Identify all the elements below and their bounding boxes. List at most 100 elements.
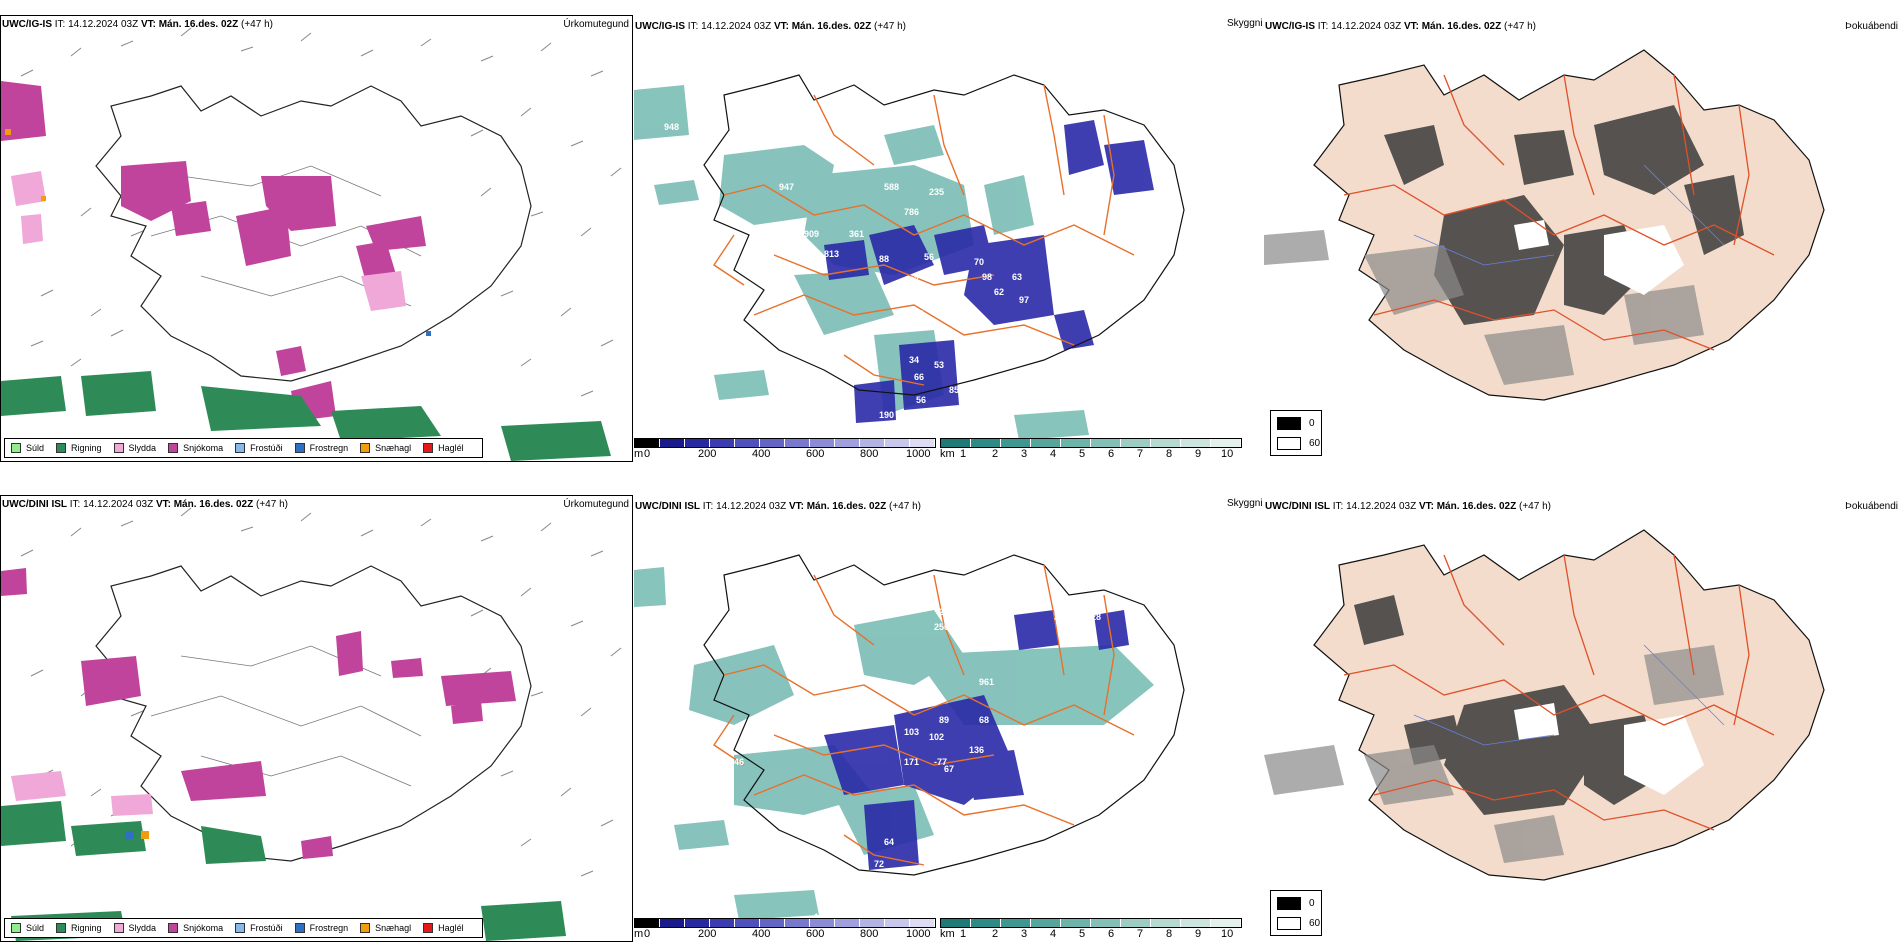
fog-title: Þokuábendi	[1845, 501, 1898, 512]
legend-label: Frostregn	[309, 923, 349, 933]
cloud-map-2: 250 227 250 205 35 28 961 89 68 103 102 171 -77 136 67…	[634, 554, 1185, 922]
cloud-height-label: 250	[934, 622, 949, 632]
tick-label: 6	[1108, 928, 1115, 940]
model-name: UWC/DINI ISL	[1265, 501, 1330, 512]
lead-time: (+47 h)	[1516, 501, 1551, 512]
tick-label: 800	[860, 928, 879, 940]
fog-map-panel-2: UWC/DINI ISL IT: 14.12.2024 03Z VT: Mán.…	[1264, 495, 1900, 942]
legend-item-hail: Haglél	[423, 443, 464, 453]
cloud-title: Skyggni	[1227, 18, 1263, 29]
tick-label: 7	[1137, 448, 1144, 460]
tick-label: 4	[1050, 448, 1057, 460]
fog-legend-row: 0	[1277, 897, 1315, 910]
issue-time: IT: 14.12.2024 03Z	[1315, 21, 1404, 32]
cloud-title: Skyggni	[1227, 498, 1263, 509]
tick-label: 7	[1137, 928, 1144, 940]
panel-header-2b: UWC/DINI ISL IT: 14.12.2024 03Z VT: Mán.…	[635, 501, 921, 513]
cloud-height-label: 102	[929, 732, 944, 742]
cloud-height-label: 85	[949, 385, 959, 395]
model-name: UWC/IG-IS	[635, 21, 685, 32]
legend-label: 60	[1309, 438, 1321, 449]
fog-title: Þokuábendi	[1845, 21, 1898, 32]
precip-legend-1: Súld Rigning Slydda Snjókoma Frostúði Fr…	[4, 438, 483, 458]
cloud-height-label: 35	[1054, 612, 1064, 622]
cloud-height-label: 909	[804, 229, 819, 239]
legend-item-freezing-drizzle: Frostúði	[235, 923, 283, 933]
cloud-height-label: 88	[879, 254, 889, 264]
cloud-height-label: 361	[849, 229, 864, 239]
cloud-height-labels-2: 250 227 250 205 35 28 961 89 68 103 102 171 -77 136 67…	[729, 607, 1101, 922]
cloud-height-label: 227	[974, 612, 989, 622]
legend-swatch	[1277, 437, 1301, 450]
valid-time: VT: Mán. 16.des. 02Z	[788, 501, 887, 512]
legend-label: Slydda	[128, 923, 157, 933]
cloud-height-label: 70	[974, 257, 984, 267]
cloud-height-label: 68	[979, 715, 989, 725]
tick-label: 2	[992, 448, 999, 460]
unit-label: m	[634, 928, 644, 940]
legend-label: Frostúði	[250, 443, 283, 453]
km-colorbar-ticks-2: km 1 2 3 4 5 6 7 8 9 10	[940, 928, 1240, 942]
fog-legend-row: 60	[1277, 917, 1320, 930]
legend-item-freezing-rain: Frostregn	[294, 443, 349, 453]
cloud-height-label: 56	[924, 252, 934, 262]
model-name: UWC/IG-IS	[1265, 21, 1315, 32]
height-colorbar-2	[634, 918, 936, 928]
tick-label: 0	[644, 928, 651, 940]
cloud-height-label: 72	[874, 859, 884, 869]
cloud-height-label: 34	[909, 355, 919, 365]
cloud-height-label: 28	[1091, 612, 1101, 622]
tick-label: 1	[960, 928, 967, 940]
legend-swatch	[235, 923, 246, 933]
panel-header-1c: UWC/IG-IS IT: 14.12.2024 03Z VT: Mán. 16…	[1265, 21, 1536, 33]
legend-label: Frostúði	[250, 923, 283, 933]
tick-label: 600	[806, 448, 825, 460]
legend-swatch	[56, 443, 67, 453]
legend-swatch	[1277, 897, 1301, 910]
precip-title: Úrkomutegund	[563, 499, 629, 510]
legend-swatch	[360, 443, 371, 453]
fog-map-2	[1264, 529, 1825, 881]
tick-label: 6	[1108, 448, 1115, 460]
legend-swatch	[113, 923, 124, 933]
cloud-height-label: -77	[934, 757, 947, 767]
cloud-height-label: 63	[1012, 272, 1022, 282]
valid-time: VT: Mán. 16.des. 02Z	[1403, 21, 1502, 32]
legend-item-sleet: Slydda	[113, 923, 157, 933]
cloud-height-label: 146	[729, 757, 744, 767]
panel-header-1b: UWC/IG-IS IT: 14.12.2024 03Z VT: Mán. 16…	[635, 21, 906, 33]
cloud-height-label: 156	[869, 325, 884, 335]
legend-swatch	[113, 443, 124, 453]
legend-label: Frostregn	[309, 443, 349, 453]
legend-label: Snæhagl	[375, 923, 412, 933]
tick-label: 0	[644, 448, 651, 460]
cloud-height-label: 64	[884, 837, 894, 847]
legend-label: 60	[1309, 918, 1321, 929]
cloud-height-label: 120	[804, 342, 819, 352]
legend-label: 0	[1309, 898, 1315, 909]
cloud-height-label: 948	[664, 122, 679, 132]
tick-label: 200	[698, 448, 717, 460]
cloud-height-label: 136	[969, 745, 984, 755]
legend-label: Súld	[26, 923, 45, 933]
legend-item-freezing-rain: Frostregn	[294, 923, 349, 933]
legend-swatch	[423, 443, 434, 453]
unit-label: km	[940, 448, 955, 460]
legend-label: Súld	[26, 443, 45, 453]
lead-time: (+47 h)	[886, 501, 921, 512]
km-colorbar-2	[940, 918, 1242, 928]
km-colorbar-1	[940, 438, 1242, 448]
precip-map-panel-1: UWC/IG-IS IT: 14.12.2024 03Z VT: Mán. 16…	[0, 15, 633, 462]
precip-map-2	[1, 507, 622, 941]
valid-time: VT: Mán. 16.des. 02Z	[155, 499, 254, 510]
cloud-height-label: 588	[884, 182, 899, 192]
cloud-height-label: 190	[879, 410, 894, 420]
cloud-height-label: 98	[982, 272, 992, 282]
legend-item-rain: Rigning	[56, 923, 102, 933]
issue-time: IT: 14.12.2024 03Z	[700, 501, 789, 512]
tick-label: 800	[860, 448, 879, 460]
legend-swatch	[360, 923, 371, 933]
cloud-height-label: 126	[814, 912, 829, 922]
legend-swatch	[235, 443, 246, 453]
